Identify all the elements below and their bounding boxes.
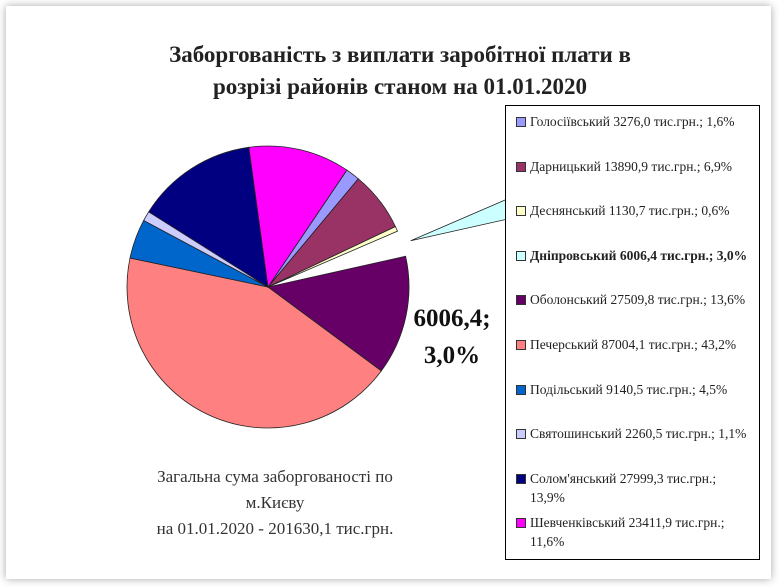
legend-entry: Шевченківський 23411,9 тис.грн.; 11,6%: [514, 513, 753, 558]
legend-label: Оболонський: [530, 292, 608, 308]
legend-label: Дарницький: [530, 158, 601, 174]
pie-slice: [267, 255, 410, 372]
footer-note: м.Києву: [246, 493, 305, 512]
legend-value: 9140,5 тис.грн.; 4,5%: [606, 381, 728, 397]
legend: Голосіївський 3276,0 тис.грн.; 1,6% Дарни…: [505, 105, 760, 560]
legend-label: Деснянський: [530, 203, 606, 219]
legend-swatch: [516, 339, 526, 350]
legend-entry: Голосіївський 3276,0 тис.грн.; 1,6%: [514, 112, 753, 157]
legend-swatch: [516, 473, 526, 484]
legend-value: 2260,5 тис.грн.; 1,1%: [625, 426, 747, 442]
legend-value: 27999,3 тис.грн.; 13,9%: [530, 470, 717, 505]
legend-entry: Деснянський 1130,7 тис.грн.; 0,6%: [514, 201, 753, 246]
pie-slice: [148, 146, 269, 288]
pie-slice: [267, 226, 398, 288]
legend-entry: Святошинський 2260,5 тис.грн.; 1,1%: [514, 424, 753, 469]
legend-value: 23411,9 тис.грн.; 11,6%: [530, 515, 725, 550]
legend-swatch: [516, 206, 526, 217]
legend-entry: Подільський 9140,5 тис.грн.; 4,5%: [514, 380, 753, 425]
legend-entry: Солом'янський 27999,3 тис.грн.; 13,9%: [514, 469, 753, 514]
footer-note: Загальна сума заборгованості по: [157, 467, 393, 486]
legend-label: Солом'янський: [530, 470, 617, 486]
chart-title: Заборгованість з виплати заробітної плат…: [169, 42, 631, 67]
legend-entry: Печерський 87004,1 тис.грн.; 43,2%: [514, 335, 753, 380]
legend-value: 87004,1 тис.грн.; 43,2%: [601, 336, 737, 352]
legend-label: Голосіївський: [530, 114, 610, 129]
legend-label: Подільський: [530, 381, 603, 397]
legend-swatch: [516, 295, 526, 306]
legend-entry: Дніпровський 6006,4 тис.грн.; 3,0%: [514, 246, 753, 291]
legend-swatch: [516, 429, 526, 440]
legend-entry: Оболонський 27509,8 тис.грн.; 13,6%: [514, 290, 753, 335]
legend-swatch: [516, 117, 526, 127]
pie-slice: [248, 145, 348, 289]
legend-swatch: [516, 250, 526, 261]
legend-label: Святошинський: [530, 426, 622, 442]
legend-swatch: [516, 384, 526, 395]
pie-slice: [126, 257, 382, 429]
footer-note: на 01.01.2020 - 201630,1 тис.грн.: [157, 519, 394, 538]
annotation: 3,0%: [424, 342, 480, 369]
legend-label: Печерський: [530, 336, 599, 352]
legend-value: 13890,9 тис.грн.; 6,9%: [604, 158, 733, 174]
legend-label: Шевченківський: [530, 515, 626, 531]
legend-value: 1130,7 тис.грн.; 0,6%: [608, 203, 730, 219]
legend-value: 27509,8 тис.грн.; 13,6%: [610, 292, 746, 308]
legend-swatch: [516, 518, 526, 529]
legend-swatch: [516, 161, 526, 172]
chart-title: розрізі районів станом на 01.01.2020: [213, 74, 587, 99]
legend-label: Дніпровський: [530, 247, 617, 263]
legend-entry: Дарницький 13890,9 тис.грн.; 6,9%: [514, 157, 753, 202]
legend-value: 6006,4 тис.грн.; 3,0%: [619, 247, 748, 263]
legend-value: 3276,0 тис.грн.; 1,6%: [613, 114, 735, 129]
annotation: 6006,4;: [413, 305, 490, 332]
